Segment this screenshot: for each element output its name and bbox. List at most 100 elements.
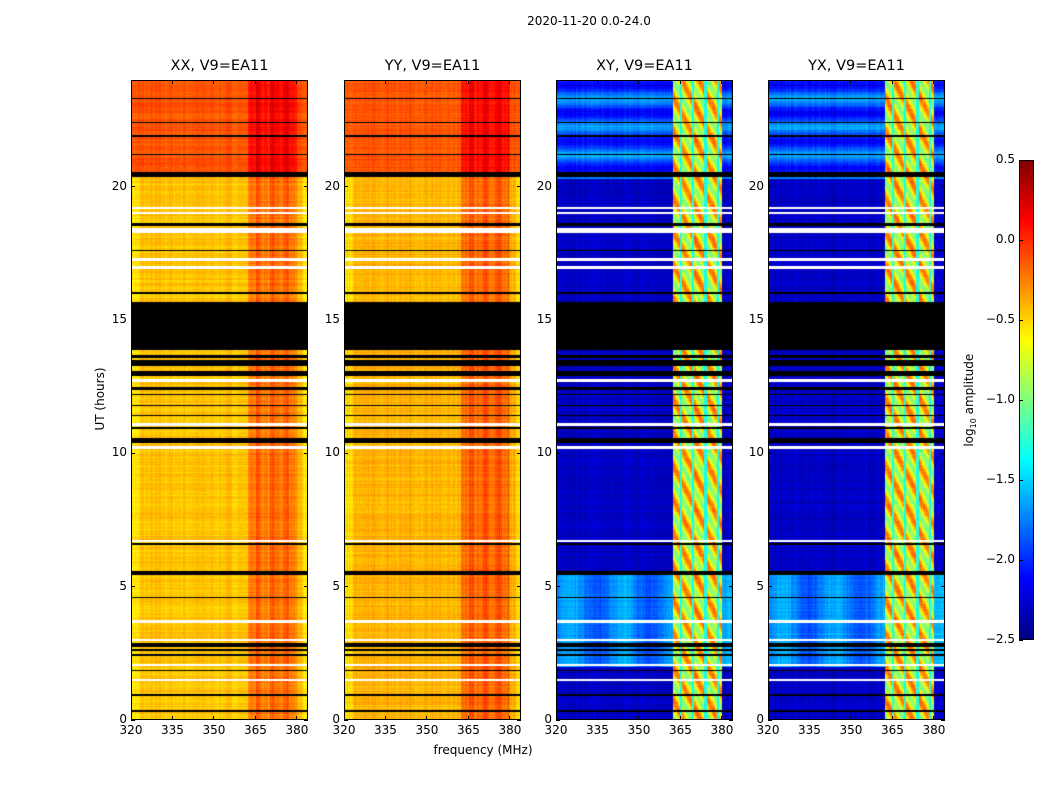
y-tick-mark	[729, 319, 733, 321]
y-tick-mark	[556, 452, 560, 454]
x-tick-label: 320	[756, 723, 780, 737]
x-tick-label: 320	[119, 723, 143, 737]
y-tick-mark	[768, 586, 772, 588]
x-tick-mark	[638, 80, 640, 84]
x-tick-label: 335	[374, 723, 397, 737]
colorbar-tick-mark	[1019, 559, 1023, 561]
x-tick-mark	[343, 716, 345, 720]
y-tick-mark	[517, 186, 521, 188]
y-tick-label: 5	[119, 578, 127, 593]
y-tick-mark	[304, 586, 308, 588]
x-tick-mark	[343, 80, 345, 84]
panel-xx: XX, V9=EA11 320 335 350 365 380 0 5 10 15 20	[112, 58, 309, 737]
x-tick-label: 365	[457, 723, 480, 737]
x-tick-label: 320	[544, 723, 568, 737]
x-tick-mark	[721, 716, 723, 720]
axes-frame	[344, 80, 521, 720]
y-tick-label: 0	[544, 712, 552, 726]
panel-yx: YX, V9=EA11 320 335 350 365 380 0 5 10 15 20	[749, 58, 946, 737]
colorbar-tick-mark	[1019, 239, 1023, 241]
y-tick-mark	[768, 452, 772, 454]
x-tick-label: 320	[332, 723, 356, 737]
y-tick-mark	[304, 186, 308, 188]
colorbar-tick-mark	[1019, 479, 1023, 481]
y-tick-label: 15	[111, 312, 127, 326]
y-tick-mark	[768, 719, 772, 721]
x-tick-mark	[891, 716, 893, 720]
x-tick-label: 380	[498, 723, 522, 737]
y-tick-mark	[131, 586, 135, 588]
figure-title: 2020-11-20 0.0-24.0	[527, 14, 651, 28]
colorbar-label: log10 amplitude	[962, 340, 978, 460]
x-tick-mark	[130, 80, 132, 84]
heatmap-xy	[556, 80, 733, 720]
x-tick-mark	[130, 716, 132, 720]
y-tick-label: 20	[111, 178, 127, 193]
y-tick-mark	[344, 452, 348, 454]
x-tick-mark	[596, 716, 598, 720]
colorbar-tick-label: −1.0	[985, 392, 1015, 406]
x-tick-mark	[384, 716, 386, 720]
x-tick-mark	[767, 716, 769, 720]
y-tick-mark	[344, 719, 348, 721]
x-axis-label: frequency (MHz)	[433, 743, 533, 757]
colorbar-tick-mark	[1019, 639, 1023, 641]
x-tick-mark	[509, 716, 511, 720]
colorbar-tick-mark	[1019, 399, 1023, 401]
y-tick-mark	[344, 319, 348, 321]
x-tick-mark	[426, 80, 428, 84]
x-tick-label: 365	[669, 723, 692, 737]
colorbar-label-suffix: amplitude	[961, 353, 976, 419]
x-tick-mark	[426, 716, 428, 720]
x-tick-label: 335	[161, 723, 184, 737]
axes-frame	[556, 80, 733, 720]
x-tick-mark	[933, 716, 935, 720]
x-tick-mark	[467, 80, 469, 84]
y-tick-label: 10	[536, 445, 552, 460]
x-tick-mark	[213, 80, 215, 84]
y-tick-mark	[304, 719, 308, 721]
x-tick-mark	[296, 80, 298, 84]
y-tick-mark	[131, 452, 135, 454]
y-tick-label: 5	[332, 578, 340, 593]
axes-frame	[131, 80, 308, 720]
y-tick-label: 20	[324, 178, 340, 193]
colorbar-tick-label: −1.5	[985, 472, 1015, 486]
y-tick-mark	[941, 719, 945, 721]
x-tick-mark	[850, 716, 852, 720]
colorbar-tick-mark	[1019, 159, 1023, 161]
colorbar-tick-label: 0.5	[995, 152, 1015, 166]
colorbar: 0.5 0.0 −0.5 −1.0 −1.5 −2.0 −2.5	[986, 152, 1034, 646]
panel-title: YX, V9=EA11	[808, 58, 905, 74]
y-tick-label: 10	[748, 445, 764, 460]
y-tick-mark	[729, 586, 733, 588]
x-tick-label: 365	[244, 723, 267, 737]
x-tick-mark	[850, 80, 852, 84]
y-tick-label: 0	[119, 712, 127, 726]
y-tick-label: 10	[111, 445, 127, 460]
colorbar-tick-label: −2.0	[985, 552, 1015, 566]
x-tick-mark	[679, 716, 681, 720]
panel-xy: XY, V9=EA11 320 335 350 365 380 0 5 10 15 20	[537, 58, 734, 737]
y-tick-label: 20	[748, 178, 764, 193]
x-tick-mark	[596, 80, 598, 84]
heatmap-yx	[768, 80, 945, 720]
colorbar-tick-label: −2.5	[985, 632, 1015, 646]
y-tick-mark	[941, 319, 945, 321]
x-tick-mark	[555, 80, 557, 84]
y-axis-label: UT (hours)	[93, 367, 107, 431]
colorbar-tick-label: −0.5	[985, 312, 1015, 326]
x-tick-mark	[467, 716, 469, 720]
y-tick-mark	[941, 586, 945, 588]
y-tick-label: 15	[324, 312, 340, 326]
x-tick-label: 350	[415, 723, 439, 737]
y-tick-mark	[729, 452, 733, 454]
y-tick-mark	[729, 186, 733, 188]
y-tick-mark	[941, 452, 945, 454]
y-tick-mark	[729, 719, 733, 721]
y-tick-label: 20	[536, 178, 552, 193]
x-tick-label: 350	[839, 723, 863, 737]
x-tick-mark	[254, 80, 256, 84]
y-tick-mark	[517, 586, 521, 588]
